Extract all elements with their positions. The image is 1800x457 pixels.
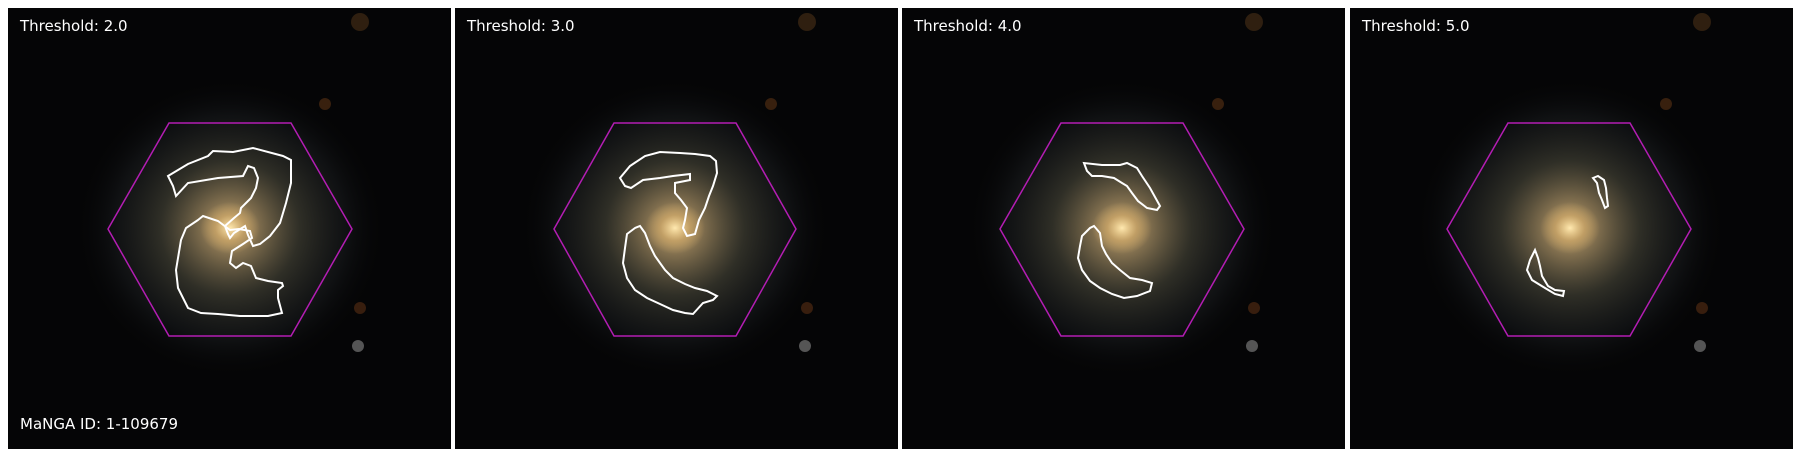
contour-upper (166, 146, 292, 248)
contour-upper (618, 150, 719, 238)
background-source (319, 98, 331, 110)
galaxy-core (1540, 202, 1600, 254)
galaxy-core (200, 202, 260, 254)
manga-id-label: MaNGA ID: 1-109679 (20, 415, 179, 433)
background-source (1660, 98, 1672, 110)
background-source (1696, 302, 1708, 314)
threshold-label: Threshold: 2.0 (20, 17, 128, 35)
background-source (765, 98, 777, 110)
panel-threshold-2: Threshold: 2.0 MaNGA ID: 1-109679 (8, 8, 451, 449)
background-source (801, 302, 813, 314)
contour-lower (621, 224, 719, 316)
ifu-hexagon (999, 122, 1245, 337)
panel-threshold-3: Threshold: 3.0 (455, 8, 898, 449)
background-source (1248, 302, 1260, 314)
galaxy-image-4 (1350, 8, 1793, 449)
contour-lower (174, 214, 285, 317)
galaxy-core (645, 202, 705, 254)
background-source (1693, 13, 1711, 31)
background-source (1246, 340, 1258, 352)
background-source (798, 13, 816, 31)
contour-lower (1076, 224, 1154, 300)
background-source (1245, 13, 1263, 31)
background-source (351, 13, 369, 31)
threshold-label: Threshold: 3.0 (467, 17, 575, 35)
ifu-hexagon (107, 122, 353, 337)
background-source (1212, 98, 1224, 110)
background-source (799, 340, 811, 352)
galaxy-core (1092, 202, 1152, 254)
galaxy-image-1 (8, 8, 451, 449)
threshold-label: Threshold: 5.0 (1362, 17, 1470, 35)
galaxy-image-3 (902, 8, 1345, 449)
contour-upper (1591, 174, 1610, 210)
galaxy-image-2 (455, 8, 898, 449)
background-source (354, 302, 366, 314)
panel-threshold-4: Threshold: 4.0 (902, 8, 1345, 449)
background-source (1694, 340, 1706, 352)
panel-threshold-5: Threshold: 5.0 (1350, 8, 1793, 449)
background-source (352, 340, 364, 352)
contour-upper (1082, 161, 1162, 212)
ifu-hexagon (1446, 122, 1692, 337)
ifu-hexagon (553, 122, 797, 337)
contour-lower (1525, 247, 1566, 298)
threshold-label: Threshold: 4.0 (914, 17, 1022, 35)
